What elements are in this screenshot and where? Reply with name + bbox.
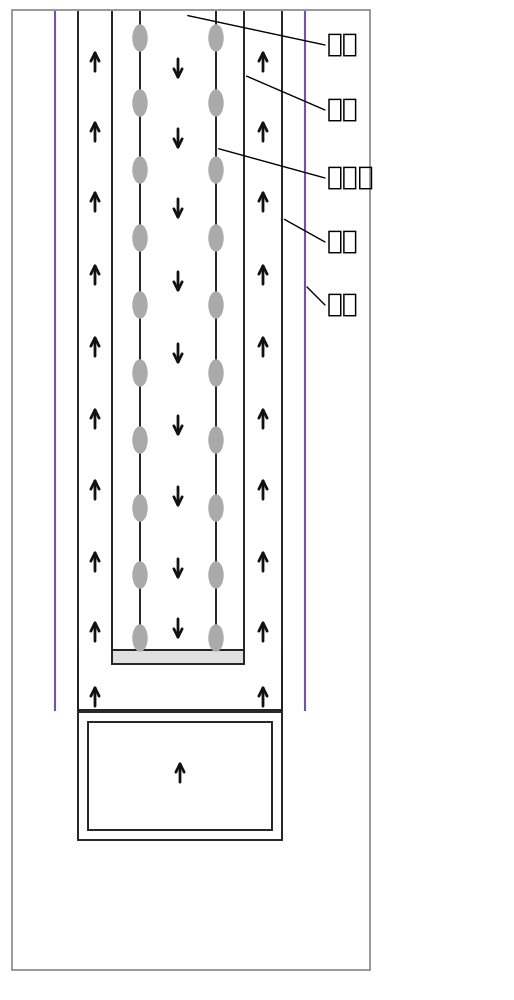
Text: 内管: 内管 — [327, 97, 359, 123]
Ellipse shape — [209, 427, 223, 453]
Ellipse shape — [133, 225, 147, 251]
Ellipse shape — [133, 292, 147, 318]
Bar — [112, 650, 244, 664]
Ellipse shape — [133, 427, 147, 453]
Ellipse shape — [133, 25, 147, 51]
Ellipse shape — [209, 25, 223, 51]
Ellipse shape — [133, 562, 147, 588]
Ellipse shape — [209, 157, 223, 183]
Ellipse shape — [209, 225, 223, 251]
Text: 油管: 油管 — [327, 229, 359, 255]
Ellipse shape — [209, 90, 223, 116]
Ellipse shape — [209, 292, 223, 318]
Ellipse shape — [209, 495, 223, 521]
Ellipse shape — [209, 562, 223, 588]
Text: 套管: 套管 — [327, 292, 359, 318]
Ellipse shape — [133, 495, 147, 521]
Bar — [78, 712, 282, 840]
Bar — [12, 10, 370, 970]
Ellipse shape — [133, 90, 147, 116]
Ellipse shape — [133, 360, 147, 386]
Ellipse shape — [133, 625, 147, 651]
Bar — [88, 722, 272, 830]
Text: 热水: 热水 — [327, 32, 359, 58]
Text: 空心杆: 空心杆 — [327, 165, 375, 191]
Ellipse shape — [209, 360, 223, 386]
Ellipse shape — [133, 157, 147, 183]
Ellipse shape — [209, 625, 223, 651]
